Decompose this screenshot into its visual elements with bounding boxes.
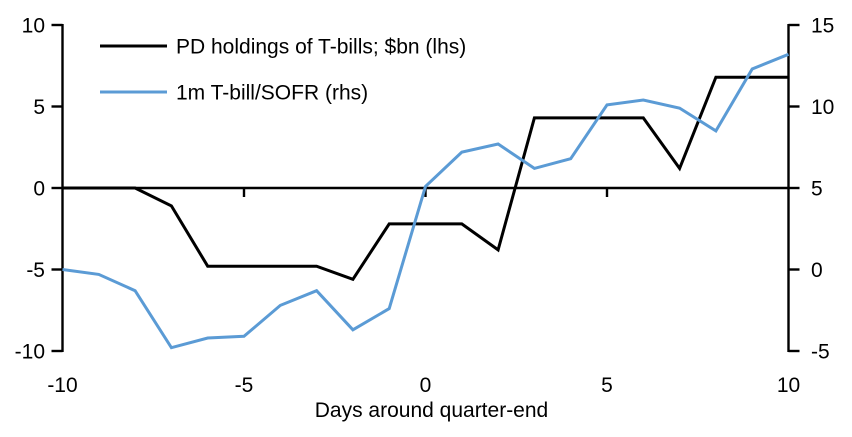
x-axis-title: Days around quarter-end	[315, 399, 548, 422]
left-axis-tick-label: 10	[22, 15, 45, 38]
right-axis-tick-label: 0	[811, 259, 823, 282]
x-axis-tick-label: 5	[601, 374, 613, 397]
right-axis-tick-label: -5	[811, 341, 830, 364]
legend-label-1: 1m T-bill/SOFR (rhs)	[176, 82, 368, 105]
series-line-1	[62, 52, 790, 350]
x-axis-tick-label: 10	[777, 374, 800, 397]
left-axis-tick-label: 5	[33, 96, 45, 119]
right-axis-tick-label: 10	[811, 96, 834, 119]
x-axis-tick-label: 0	[420, 374, 432, 397]
left-axis-tick-label: -10	[15, 341, 45, 364]
right-axis-tick-label: 15	[811, 15, 834, 38]
right-axis-tick-label: 5	[811, 178, 823, 201]
legend-label-0: PD holdings of T-bills; $bn (lhs)	[176, 36, 466, 59]
x-axis-tick-label: -10	[47, 374, 77, 397]
left-axis-tick-label: 0	[33, 178, 45, 201]
series-line-0	[62, 75, 789, 282]
x-axis-tick-label: -5	[235, 374, 254, 397]
left-axis-tick-label: -5	[26, 259, 45, 282]
